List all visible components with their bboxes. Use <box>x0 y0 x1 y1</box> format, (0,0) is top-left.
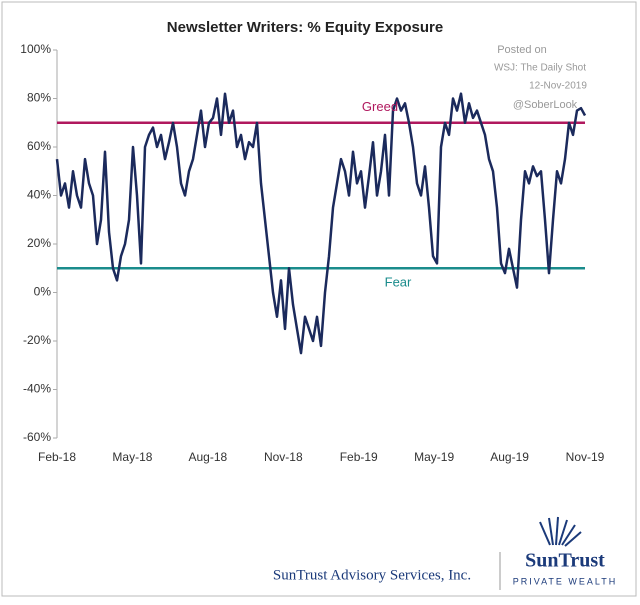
x-tick-label: May-19 <box>414 450 454 464</box>
annotation: WSJ: The Daily Shot <box>494 63 586 74</box>
y-tick-label: 20% <box>27 236 51 250</box>
reference-label: Fear <box>385 275 412 290</box>
y-tick-label: 0% <box>34 285 52 299</box>
annotation: Posted on <box>497 44 547 56</box>
reference-label: Greed <box>362 99 398 114</box>
x-tick-label: Feb-18 <box>38 450 76 464</box>
brand-sub: PRIVATE WEALTH <box>513 576 618 586</box>
x-tick-label: Feb-19 <box>340 450 378 464</box>
y-tick-label: -20% <box>23 333 51 347</box>
x-tick-label: Nov-18 <box>264 450 303 464</box>
footer-company: SunTrust Advisory Services, Inc. <box>273 567 471 583</box>
y-tick-label: 100% <box>20 42 51 56</box>
y-tick-label: 60% <box>27 139 51 153</box>
frame <box>1 1 637 597</box>
brand: SunTrust <box>525 550 605 572</box>
x-tick-label: Aug-19 <box>490 450 529 464</box>
y-tick-label: -40% <box>23 382 51 396</box>
x-tick-label: Aug-18 <box>189 450 228 464</box>
x-tick-label: May-18 <box>112 450 152 464</box>
chart-title: Newsletter Writers: % Equity Exposure <box>167 19 443 36</box>
x-tick-label: Nov-19 <box>566 450 605 464</box>
logo <box>539 516 582 547</box>
annotation: @SoberLook <box>513 99 578 111</box>
y-tick-label: 80% <box>27 91 51 105</box>
y-tick-label: 40% <box>27 188 51 202</box>
annotation: 12-Nov-2019 <box>529 81 587 92</box>
data-line <box>55 92 587 355</box>
y-tick-label: -60% <box>23 430 51 444</box>
